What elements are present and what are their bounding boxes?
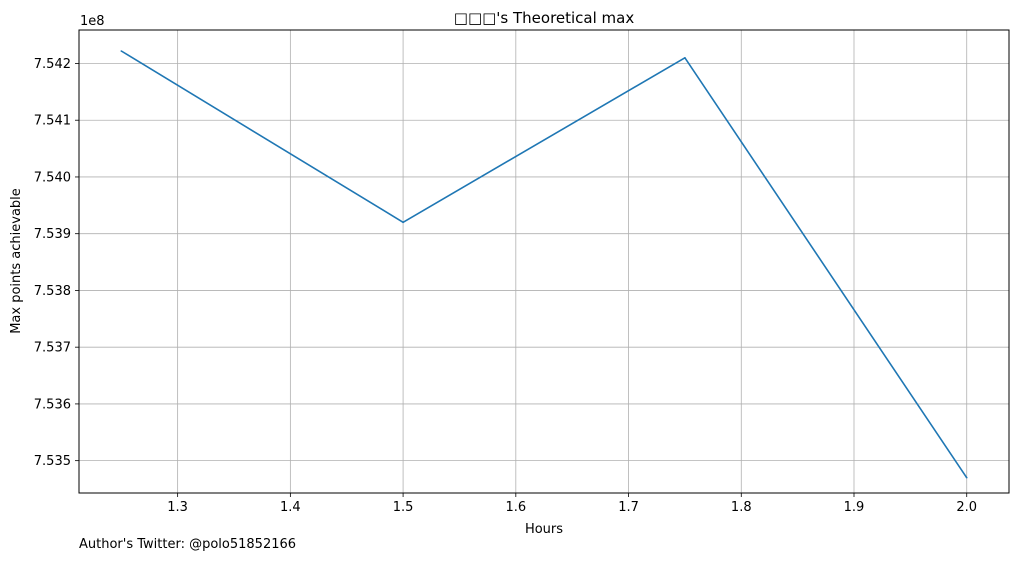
y-tick-label: 7.542 <box>34 57 71 72</box>
x-axis-ticks: 1.3 1.4 1.5 1.6 1.7 1.8 1.9 2.0 <box>167 493 977 515</box>
x-tick-label: 1.9 <box>844 500 865 515</box>
x-tick-label: 1.6 <box>505 500 526 515</box>
y-tick-label: 7.535 <box>34 454 71 469</box>
data-point <box>965 476 968 479</box>
y-offset-label: 1e8 <box>80 14 105 29</box>
x-axis-label: Hours <box>525 522 563 537</box>
data-point <box>402 221 404 224</box>
x-tick-label: 1.3 <box>167 500 188 515</box>
x-tick-label: 2.0 <box>956 500 977 515</box>
y-tick-label: 7.538 <box>34 284 71 299</box>
y-tick-label: 7.537 <box>34 341 71 356</box>
data-point <box>684 57 686 59</box>
chart-title: □□□'s Theoretical max <box>454 9 635 27</box>
y-tick-label: 7.541 <box>34 114 71 129</box>
grid <box>79 30 1009 493</box>
y-tick-label: 7.539 <box>34 227 71 242</box>
x-tick-label: 1.5 <box>393 500 414 515</box>
data-point <box>120 50 123 52</box>
y-axis-ticks: 7.535 7.536 7.537 7.538 7.539 7.540 7.541 7.542 <box>34 57 79 469</box>
x-tick-label: 1.4 <box>280 500 301 515</box>
x-tick-label: 1.7 <box>618 500 639 515</box>
author-twitter-note: Author's Twitter: @polo51852166 <box>79 537 297 552</box>
series-line <box>120 50 968 479</box>
x-tick-label: 1.8 <box>731 500 752 515</box>
y-tick-label: 7.536 <box>34 397 71 412</box>
y-tick-label: 7.540 <box>34 170 71 185</box>
plot-area <box>120 50 968 479</box>
y-axis-label: Max points achievable <box>9 188 24 334</box>
axes-frame <box>78 29 1010 494</box>
